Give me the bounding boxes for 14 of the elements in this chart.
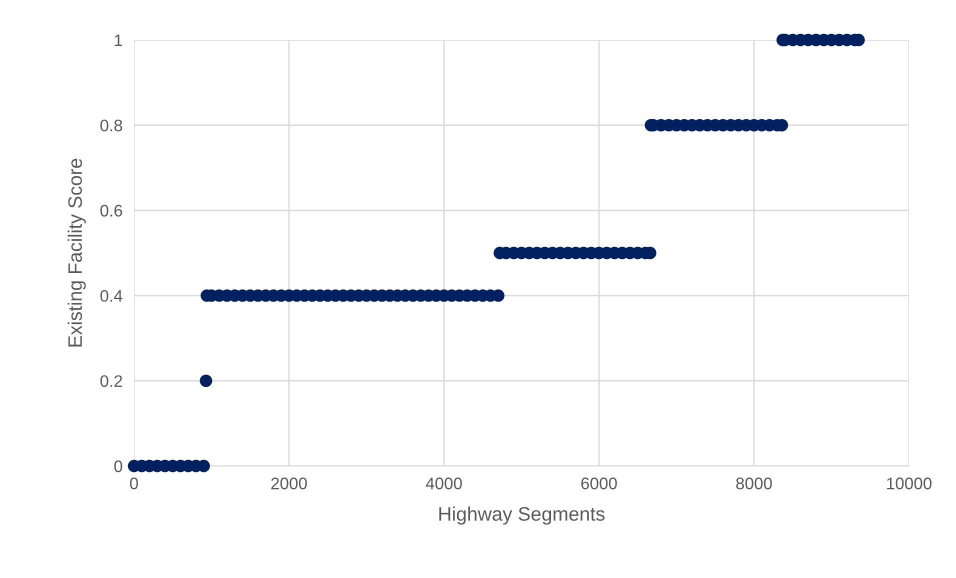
x-axis-title: Highway Segments: [439, 506, 605, 525]
y-tick-label: 0: [114, 460, 122, 472]
y-tick-label: 0.2: [100, 375, 122, 388]
x-tick-label: 8000: [736, 478, 772, 490]
x-tick-label: 10000: [887, 478, 932, 490]
x-tick-label: 6000: [581, 478, 617, 490]
x-tick-label: 4000: [426, 478, 462, 490]
x-tick-label: 0: [130, 478, 138, 490]
y-tick-label: 0.4: [100, 290, 122, 302]
y-tick-label: 0.6: [100, 204, 122, 217]
y-tick-label: 1: [114, 34, 122, 46]
y-axis-title: Existing Facility Score: [68, 158, 86, 346]
y-tick-label: 0.8: [100, 120, 122, 132]
x-tick-label: 2000: [271, 478, 307, 490]
